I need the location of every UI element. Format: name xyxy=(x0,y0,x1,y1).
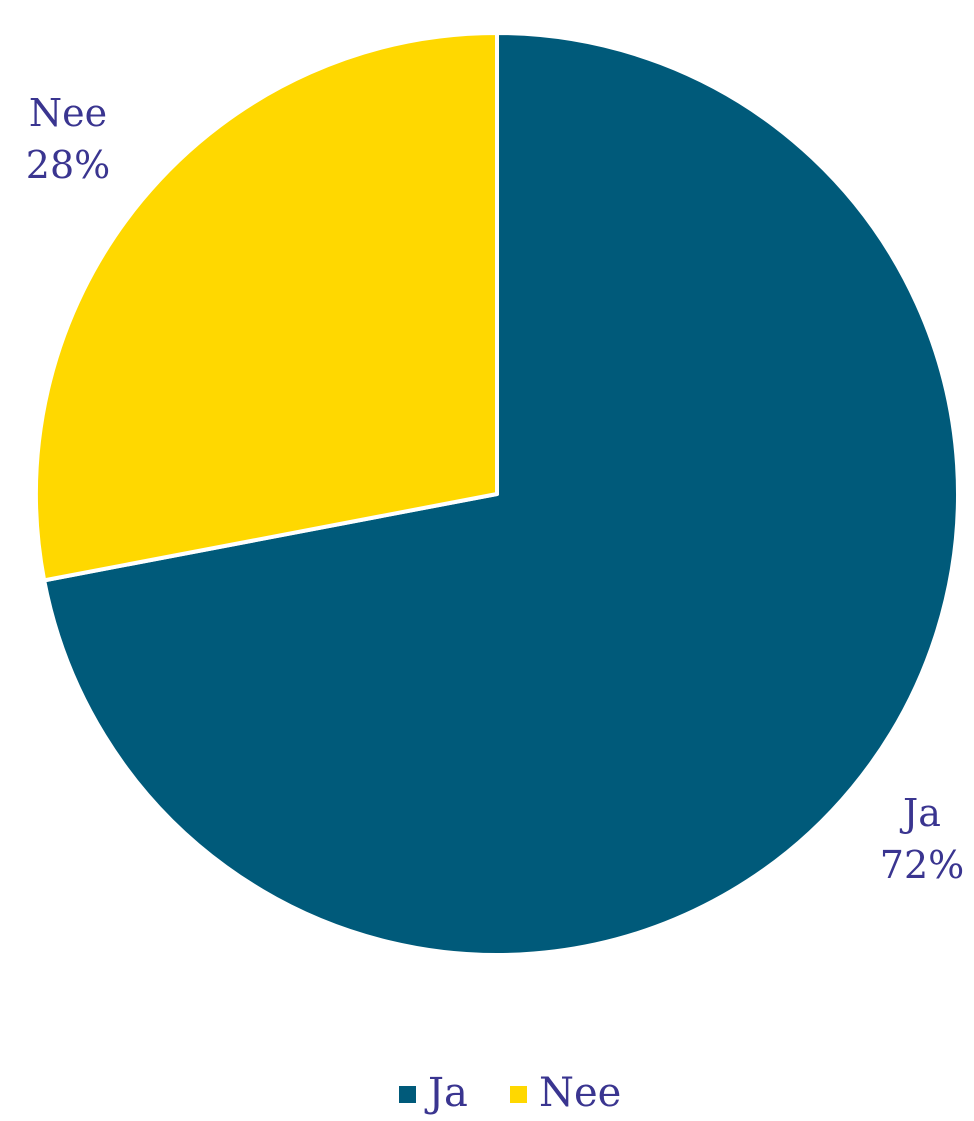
data-label-nee-value: 28% xyxy=(26,143,110,187)
pie-slices xyxy=(34,31,960,957)
data-label-ja-name: Ja xyxy=(899,791,941,835)
data-labels: Nee 28% Ja 72% xyxy=(26,91,964,887)
pie-slice-ja xyxy=(42,31,960,957)
data-label-nee-name: Nee xyxy=(29,91,107,135)
legend-label-nee: Nee xyxy=(539,1070,621,1116)
legend-label-ja: Ja xyxy=(424,1070,468,1116)
legend-swatch-ja xyxy=(399,1086,416,1103)
pie-slice-nee xyxy=(34,31,499,583)
data-label-ja-value: 72% xyxy=(880,843,964,887)
legend: Ja Nee xyxy=(399,1070,621,1116)
legend-swatch-nee xyxy=(510,1086,527,1103)
